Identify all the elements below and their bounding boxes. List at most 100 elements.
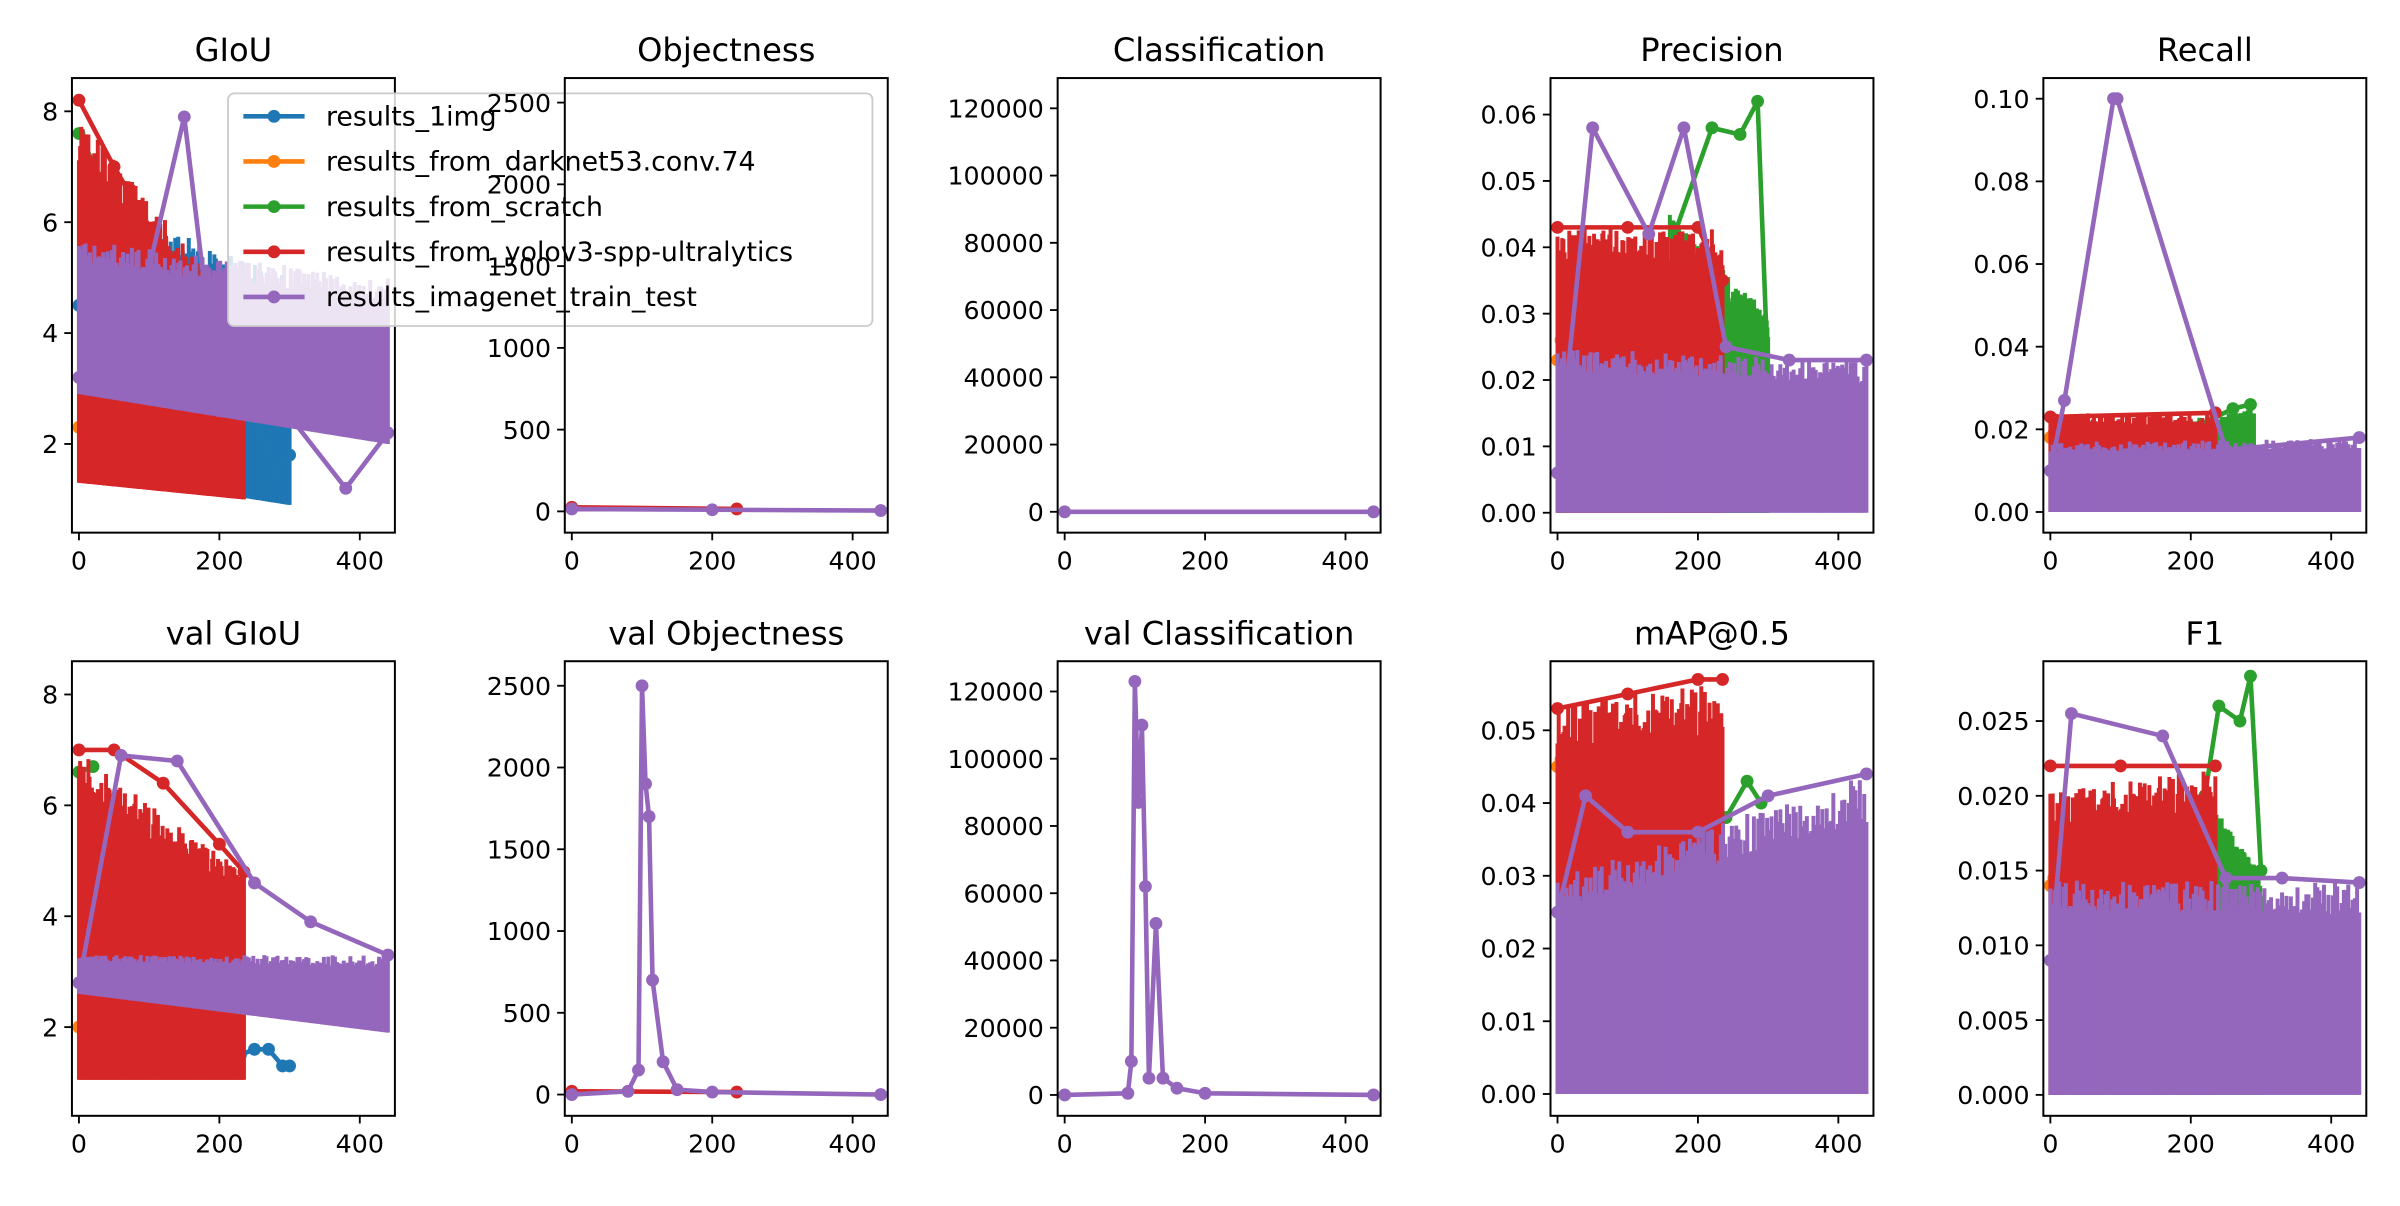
data-point <box>1142 1071 1156 1085</box>
y-tick-label: 0.02 <box>1973 416 2029 445</box>
data-point <box>381 426 395 440</box>
data-point <box>642 810 656 823</box>
series-results_imagenet_train_test <box>1058 505 1381 519</box>
y-tick-label: 2000 <box>487 754 551 783</box>
x-tick-label: 0 <box>2042 1130 2058 1159</box>
chart-title: val Classification <box>1084 614 1354 652</box>
y-tick-label: 80000 <box>964 812 1044 841</box>
data-point <box>1058 505 1072 519</box>
data-point <box>1621 687 1635 701</box>
data-point <box>72 93 86 107</box>
x-tick-label: 0 <box>564 1130 580 1159</box>
data-point <box>283 409 297 423</box>
data-point <box>262 1042 275 1056</box>
data-point <box>1551 905 1564 919</box>
data-point <box>107 160 121 174</box>
x-tick-label: 400 <box>2307 1130 2355 1159</box>
data-point <box>2352 431 2366 445</box>
y-tick-label: 20000 <box>964 431 1044 460</box>
data-point <box>1621 220 1635 234</box>
data-point <box>1716 274 1729 287</box>
chart-panel-classification: Classification 0 200 400 0 20000 40000 60000 800… <box>947 31 1382 575</box>
data-point <box>1058 1088 1072 1102</box>
data-point <box>621 1084 635 1098</box>
y-tick-label: 1500 <box>487 835 551 864</box>
x-tick-label: 200 <box>688 546 736 575</box>
axes-frame <box>70 660 396 1117</box>
data-point <box>1751 94 1765 108</box>
data-point <box>72 976 86 990</box>
chart-title: mAP@0.5 <box>1634 614 1790 652</box>
data-point <box>1716 672 1729 686</box>
y-tick-label: 120000 <box>947 678 1043 707</box>
axes-frame <box>1056 77 1382 534</box>
x-tick-label: 400 <box>1814 546 1862 575</box>
data-point <box>1719 340 1733 354</box>
data-point <box>1691 825 1705 839</box>
data-point <box>2226 402 2240 416</box>
data-point <box>1677 121 1691 135</box>
data-point <box>1691 672 1705 686</box>
data-point <box>670 1083 684 1097</box>
y-tick-label: 6 <box>42 792 58 821</box>
data-point <box>2043 759 2057 773</box>
y-tick-label: 80000 <box>964 229 1044 258</box>
data-point <box>2275 871 2289 885</box>
series-results_from_yolov3-spp-ultralytics <box>72 743 251 1080</box>
data-point <box>1860 767 1873 781</box>
x-tick-label: 400 <box>336 546 384 575</box>
x-tick-label: 200 <box>2167 1130 2215 1159</box>
series-results_imagenet_train_test <box>565 502 888 518</box>
chart-panel-f1: F1 0 200 400 0.000 0.005 0.010 0.015 0.020 0.025 <box>1957 614 2368 1159</box>
y-tick-label: 2000 <box>487 171 551 200</box>
x-tick-label: 200 <box>1674 546 1722 575</box>
y-tick-label: 0.06 <box>1973 250 2029 279</box>
data-point <box>1586 121 1600 135</box>
plot-area <box>565 500 888 518</box>
legend-entry: results_1img <box>326 102 497 133</box>
y-tick-label: 0.08 <box>1973 168 2029 197</box>
data-point <box>2254 864 2268 877</box>
plot-area <box>2043 92 2366 512</box>
y-tick-label: 60000 <box>964 879 1044 908</box>
chart-title: Precision <box>1640 31 1783 69</box>
data-point <box>381 948 395 962</box>
data-point <box>2244 669 2257 683</box>
y-tick-label: 0.00 <box>1480 499 1536 528</box>
data-point <box>1149 917 1163 930</box>
x-tick-label: 200 <box>195 1130 243 1159</box>
chart-title: Objectness <box>637 31 815 69</box>
y-tick-label: 0.04 <box>1480 789 1536 818</box>
data-point <box>1860 353 1873 367</box>
y-tick-label: 0 <box>535 1081 551 1110</box>
legend-marker <box>267 245 281 259</box>
data-point <box>565 502 579 516</box>
data-point <box>874 504 888 518</box>
plot-area <box>1058 674 1381 1102</box>
x-tick-label: 0 <box>564 546 580 575</box>
chart-title: Classification <box>1113 31 1326 69</box>
data-point <box>1198 1086 1212 1100</box>
chart-title: F1 <box>2185 614 2224 652</box>
x-tick-label: 400 <box>1814 1130 1862 1159</box>
axes-frame <box>1056 660 1382 1117</box>
series-line <box>1555 771 1867 913</box>
y-tick-label: 0.000 <box>1957 1081 2029 1110</box>
y-tick-label: 6 <box>42 208 58 237</box>
data-point <box>1156 1071 1170 1085</box>
y-tick-label: 40000 <box>964 363 1044 392</box>
y-tick-label: 0.020 <box>1957 782 2029 811</box>
y-tick-label: 0.010 <box>1957 932 2029 961</box>
data-point <box>705 503 719 517</box>
y-tick-label: 1000 <box>487 917 551 946</box>
legend-marker <box>267 109 281 123</box>
data-point <box>1740 774 1754 788</box>
y-tick-label: 0.02 <box>1480 366 1536 395</box>
chart-title: val Objectness <box>608 614 844 652</box>
data-point <box>177 110 191 124</box>
x-tick-label: 200 <box>1674 1130 1722 1159</box>
y-tick-label: 0.06 <box>1480 101 1536 130</box>
y-tick-label: 2500 <box>487 89 551 118</box>
